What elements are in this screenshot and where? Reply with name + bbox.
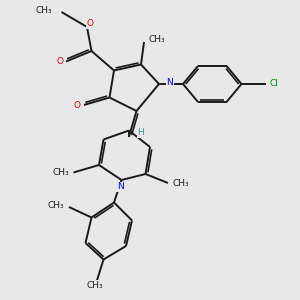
Text: O: O <box>86 20 94 28</box>
Text: CH₃: CH₃ <box>48 201 64 210</box>
Text: O: O <box>73 100 80 109</box>
Text: CH₃: CH₃ <box>172 178 189 188</box>
Text: N: N <box>117 182 123 191</box>
Text: CH₃: CH₃ <box>52 168 69 177</box>
Text: N: N <box>167 78 173 87</box>
Text: CH₃: CH₃ <box>86 280 103 290</box>
Text: H: H <box>137 128 144 137</box>
Text: O: O <box>56 57 64 66</box>
Text: CH₃: CH₃ <box>148 34 165 43</box>
Text: CH₃: CH₃ <box>36 6 52 15</box>
Text: Cl: Cl <box>270 80 279 88</box>
